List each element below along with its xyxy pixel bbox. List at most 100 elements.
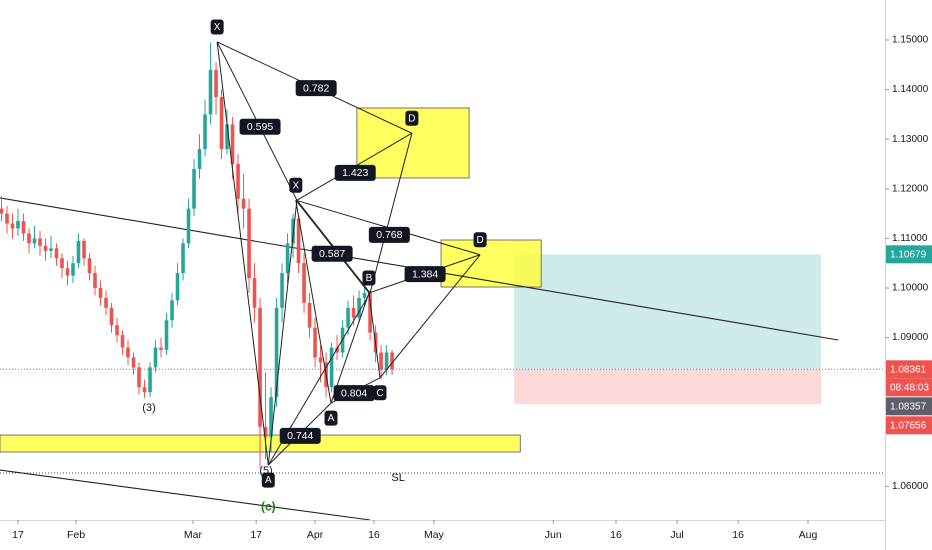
pattern-leg <box>267 200 298 466</box>
x-tick-label: 16 <box>732 529 744 541</box>
y-tick-label: 1.06000 <box>892 481 929 492</box>
candle-body <box>0 208 4 214</box>
point-badge <box>210 19 224 35</box>
candle-body <box>10 223 15 229</box>
candle-body <box>104 297 108 308</box>
ratio-badge <box>368 226 410 243</box>
x-tick-label: May <box>424 529 445 541</box>
pattern-leg <box>216 41 269 466</box>
candle-body <box>214 69 218 98</box>
candle-body <box>159 347 163 351</box>
candle-body <box>181 243 185 274</box>
candle-body <box>175 273 180 301</box>
pattern-leg <box>295 200 332 404</box>
ratio-label: 1.384 <box>412 268 438 280</box>
candle-body <box>27 233 31 244</box>
x-tick-label: Jun <box>545 529 562 541</box>
candle-body <box>82 240 86 259</box>
candle-body <box>335 347 339 353</box>
pattern-leg <box>379 254 481 379</box>
wave-label: SL <box>391 472 404 484</box>
candle-body <box>32 238 37 244</box>
x-tick-label: Feb <box>67 529 85 541</box>
candle-body <box>197 149 202 169</box>
wave-label: (5) <box>259 465 272 477</box>
countdown-bg <box>886 378 932 397</box>
x-tick-label: 16 <box>610 529 622 541</box>
candle-body <box>291 218 295 244</box>
candle-body <box>109 307 114 326</box>
candle-body <box>93 273 97 289</box>
candle-body <box>38 238 42 246</box>
candle-body <box>390 352 394 370</box>
point-label: X <box>214 22 221 33</box>
point-badge <box>261 472 275 488</box>
candle-body <box>126 347 130 358</box>
ratio-label: 0.768 <box>376 229 402 241</box>
loss-zone <box>514 369 822 405</box>
candle-body <box>296 218 301 264</box>
candle-body <box>307 302 312 328</box>
price-label: 1.10679 <box>890 249 927 260</box>
candle-body <box>236 163 240 199</box>
candle-body <box>5 213 9 224</box>
candle-body <box>241 198 246 209</box>
price-label: 1.08361 <box>890 364 927 375</box>
ratio-badge <box>311 245 353 262</box>
point-badge <box>289 177 303 193</box>
zone <box>440 239 542 288</box>
y-tick-label: 1.11000 <box>892 233 928 244</box>
ratio-badge <box>404 266 446 283</box>
candle-body <box>49 248 53 251</box>
point-label: B <box>366 273 373 284</box>
point-badge <box>405 110 419 126</box>
price-label-bg <box>886 416 932 435</box>
x-tick-label: Jul <box>670 529 683 541</box>
candle-body <box>153 347 158 368</box>
candle-body <box>263 426 268 437</box>
trendline <box>0 469 371 521</box>
candle-body <box>368 292 372 333</box>
ratio-badge <box>239 118 281 135</box>
ratio-label: 0.587 <box>319 248 345 260</box>
point-label: D <box>408 113 415 124</box>
candle-body <box>60 258 64 269</box>
candle-body <box>98 288 103 298</box>
point-label: D <box>476 235 483 246</box>
candle-body <box>76 240 81 264</box>
candle-body <box>329 347 334 388</box>
time-axis-bg <box>0 520 885 550</box>
ratio-badge <box>333 385 375 402</box>
pattern-leg <box>368 292 381 378</box>
point-badge <box>324 410 338 426</box>
candle-body <box>230 124 235 164</box>
candle-body <box>21 221 26 234</box>
price-label-bg <box>886 397 932 416</box>
price-label-bg <box>886 360 932 379</box>
ratio-label: 1.423 <box>342 167 368 179</box>
candle-body <box>131 357 136 368</box>
price-label: 1.08357 <box>890 401 927 412</box>
candle-body <box>302 263 306 303</box>
candle-body <box>357 297 361 318</box>
point-badge <box>473 232 487 248</box>
point-label: C <box>376 388 383 399</box>
candle-body <box>258 307 262 427</box>
candle-body <box>142 387 147 393</box>
candle-body <box>313 327 317 358</box>
candle-body <box>54 248 59 259</box>
y-tick-label: 1.13000 <box>892 134 929 145</box>
point-badge <box>362 270 376 286</box>
pattern-leg <box>369 133 413 294</box>
candle-body <box>362 292 367 298</box>
candle-body <box>208 69 213 115</box>
candle-body <box>247 208 251 279</box>
candle-body <box>43 245 48 251</box>
candle-body <box>280 273 284 308</box>
candle-body <box>285 243 290 274</box>
candle-body <box>120 335 125 348</box>
candle-body <box>170 300 174 321</box>
wave-label: (c) <box>261 499 276 513</box>
y-tick-label: 1.09000 <box>892 332 929 343</box>
